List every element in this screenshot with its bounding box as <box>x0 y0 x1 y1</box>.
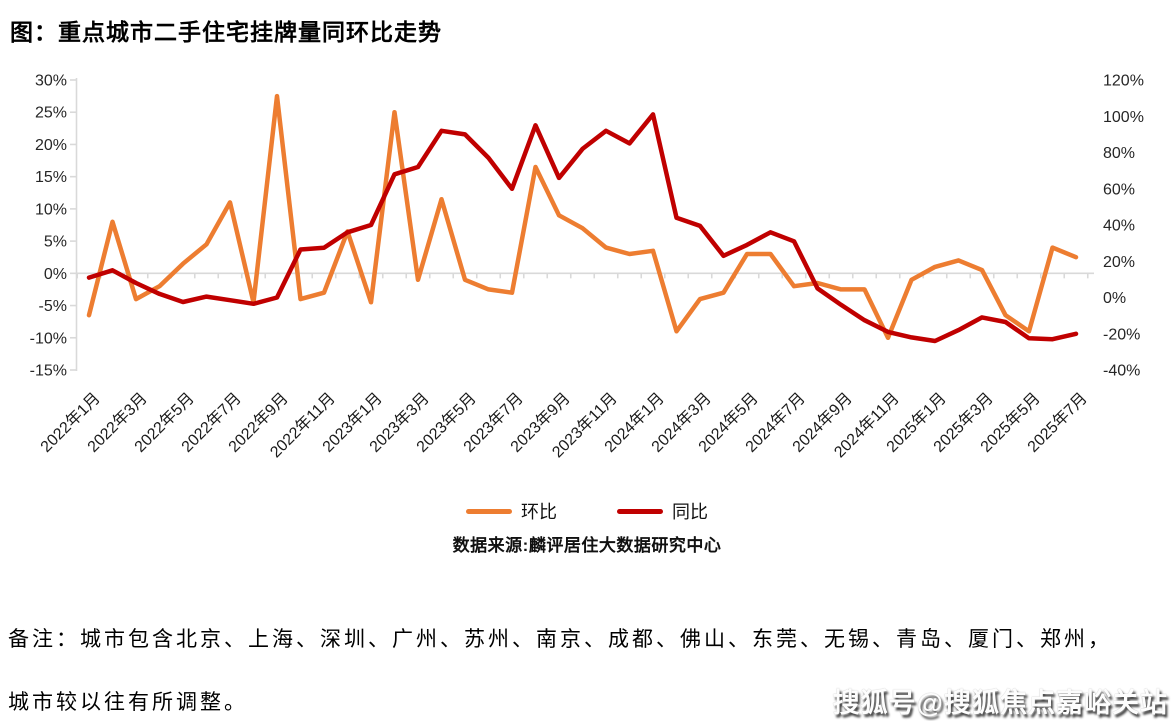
svg-text:10%: 10% <box>35 201 67 218</box>
sohu-watermark: 搜狐号@搜狐焦点嘉峪关站 <box>832 688 1168 718</box>
right-axis-tick-labels: 120% 100% 80% 60% 40% 20% 0% -20% -40% <box>1103 73 1144 380</box>
yoy-line-swatch <box>617 508 663 514</box>
legend-label-yoy: 同比 <box>672 502 708 522</box>
svg-text:0%: 0% <box>44 266 67 283</box>
svg-text:-20%: -20% <box>1103 326 1140 343</box>
svg-text:40%: 40% <box>1103 218 1135 235</box>
legend-item-yoy: 同比 <box>617 498 708 524</box>
svg-text:0%: 0% <box>1103 290 1126 307</box>
svg-text:-15%: -15% <box>30 363 67 380</box>
svg-text:100%: 100% <box>1103 109 1144 126</box>
svg-text:120%: 120% <box>1103 73 1144 90</box>
svg-text:20%: 20% <box>1103 254 1135 271</box>
mom-line-swatch <box>466 508 512 514</box>
svg-text:15%: 15% <box>35 169 67 186</box>
data-source-caption: 数据来源:麟评居住大数据研究中心 <box>452 536 722 555</box>
listings-trend-chart: 30% 25% 20% 15% 10% 5% 0% -5% -10% -15% 120% 100% 80… <box>30 73 1144 462</box>
axes <box>70 78 1094 371</box>
svg-text:-10%: -10% <box>30 330 67 347</box>
legend: 环比 同比 <box>0 498 1174 524</box>
svg-text:5%: 5% <box>44 234 67 251</box>
svg-text:60%: 60% <box>1103 181 1135 198</box>
svg-text:30%: 30% <box>35 73 67 90</box>
left-axis-tick-labels: 30% 25% 20% 15% 10% 5% 0% -5% -10% -15% <box>30 73 67 380</box>
yoy-series-line <box>86 112 1079 344</box>
svg-text:25%: 25% <box>35 105 67 122</box>
svg-text:80%: 80% <box>1103 145 1135 162</box>
chart-title: 图：重点城市二手住宅挂牌量同环比走势 <box>10 19 442 45</box>
footnote-line-1: 备注：城市包含北京、上海、深圳、广州、苏州、南京、成都、佛山、东莞、无锡、青岛、… <box>8 627 1112 651</box>
svg-text:20%: 20% <box>35 137 67 154</box>
footnote-line-2: 城市较以往有所调整。 <box>8 690 248 714</box>
x-axis-tick-labels: 2022年1月2022年3月2022年5月2022年7月2022年9月2022年… <box>37 389 1091 461</box>
legend-item-mom: 环比 <box>466 498 557 524</box>
svg-text:-40%: -40% <box>1103 363 1140 380</box>
svg-text:-5%: -5% <box>39 298 67 315</box>
legend-label-mom: 环比 <box>521 502 557 522</box>
